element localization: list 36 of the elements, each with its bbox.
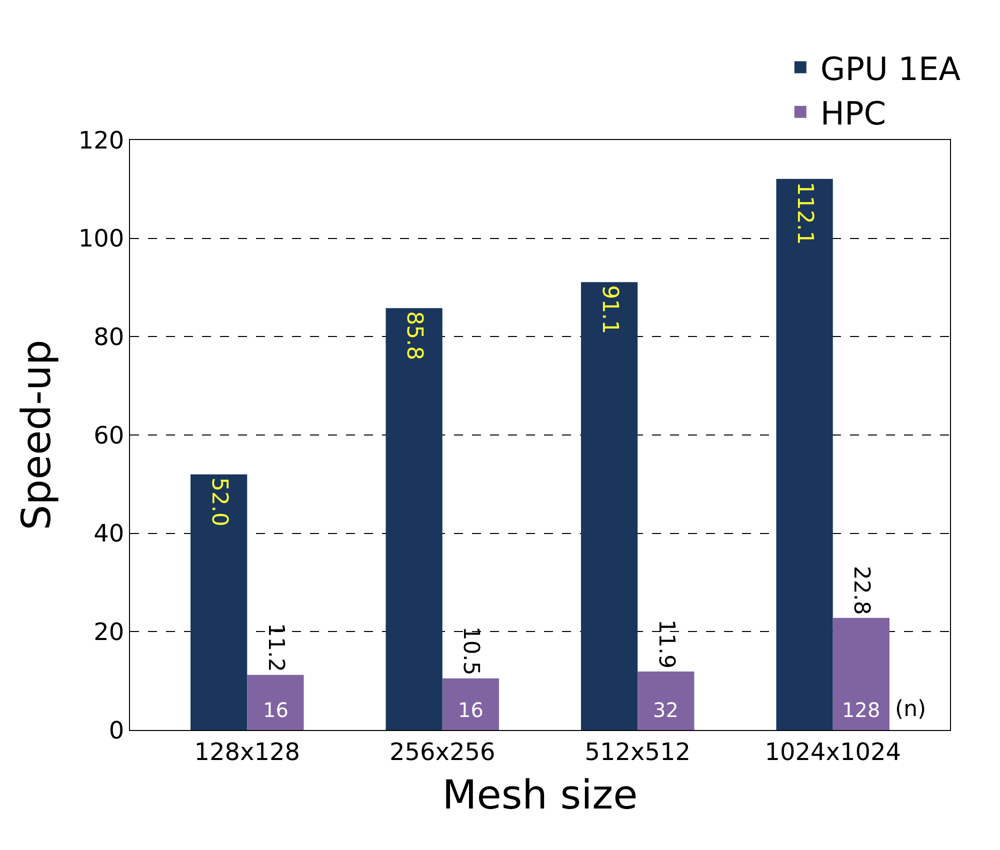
y-tick-label: 100	[78, 224, 124, 253]
data-label: 85.8	[402, 311, 427, 360]
x-tick-label: 128x128	[194, 738, 300, 766]
data-label: 22.8	[848, 566, 874, 615]
x-tick-label: 1024x1024	[764, 738, 902, 766]
data-label: 10.5	[458, 626, 484, 676]
annotation: 16	[458, 698, 484, 722]
bar	[638, 671, 694, 730]
legend-label: HPC	[820, 94, 886, 132]
y-tick-label: 120	[78, 126, 124, 154]
data-label: 91.1	[596, 285, 622, 334]
annotation: (n)	[895, 697, 926, 722]
data-label: 11.2	[262, 622, 288, 672]
data-label: 52.0	[206, 477, 232, 526]
bar	[190, 474, 248, 730]
x-axis-title: Mesh size	[442, 772, 638, 818]
annotation: 16	[263, 698, 288, 722]
y-tick-label: 0	[108, 716, 124, 744]
bar	[832, 618, 890, 730]
annotation: 128	[842, 698, 880, 722]
y-axis-title: Speed-up	[14, 340, 60, 530]
y-tick-label: 40	[94, 520, 124, 548]
bar	[386, 308, 442, 730]
y-tick-label: 20	[94, 618, 124, 646]
y-tick-label: 80	[94, 323, 124, 352]
data-label: 11.9	[653, 620, 678, 668]
data-label: 112.1	[792, 182, 818, 245]
legend-label: GPU 1EA	[820, 50, 961, 88]
bar	[581, 282, 638, 730]
annotation: 32	[653, 698, 678, 722]
x-tick-label: 256x256	[389, 738, 496, 766]
x-tick-label: 512x512	[584, 738, 691, 766]
bar	[442, 678, 499, 730]
bar	[776, 178, 833, 730]
bar	[247, 674, 304, 730]
y-tick-label: 60	[94, 421, 124, 450]
